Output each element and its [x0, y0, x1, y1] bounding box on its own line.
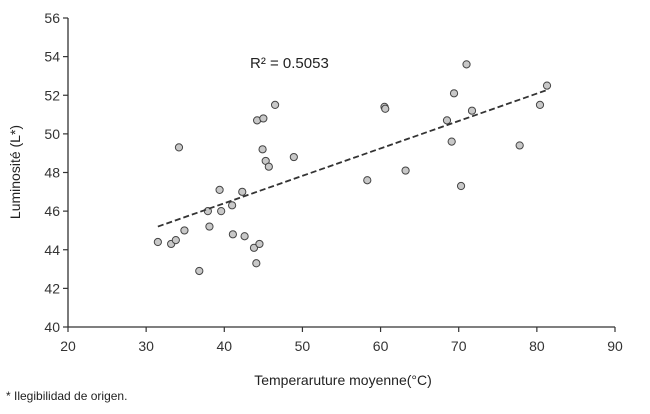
data-point — [228, 201, 237, 210]
data-point — [542, 81, 552, 90]
data-point — [153, 237, 162, 247]
x-tick-label: 90 — [607, 338, 623, 354]
r-squared-annotation: R² = 0.5053 — [250, 55, 329, 72]
data-point — [215, 185, 224, 194]
data-point — [195, 266, 204, 276]
data-point — [252, 259, 261, 268]
data-point — [174, 143, 184, 152]
x-tick-label: 40 — [216, 338, 232, 354]
data-point — [264, 162, 273, 171]
y-axis-ticks: 40 42 44 46 48 50 52 54 56 — [44, 10, 68, 335]
data-point — [228, 230, 237, 239]
data-point — [363, 176, 372, 185]
data-point — [259, 114, 268, 123]
data-point — [289, 152, 298, 162]
data-point — [381, 104, 390, 113]
data-point — [462, 60, 471, 69]
data-point — [401, 166, 410, 175]
data-point — [467, 106, 477, 115]
y-tick-label: 44 — [44, 242, 60, 258]
scatter-chart: 40 42 44 46 48 50 52 54 56 20 30 40 50 60 70 80 90 R² =… — [7, 10, 623, 388]
data-point — [171, 235, 180, 245]
data-point — [205, 222, 214, 231]
data-points — [153, 60, 552, 276]
x-tick-label: 70 — [451, 338, 467, 354]
data-point — [240, 232, 249, 241]
data-point — [535, 100, 545, 110]
x-axis-ticks: 20 30 40 50 60 70 80 90 — [60, 327, 623, 354]
data-point — [217, 207, 226, 216]
data-point — [249, 243, 259, 252]
data-point — [449, 89, 459, 98]
x-tick-label: 30 — [138, 338, 154, 354]
trendline — [157, 88, 549, 228]
data-point — [238, 187, 247, 196]
x-tick-label: 20 — [60, 338, 76, 354]
data-point — [180, 226, 189, 235]
y-tick-label: 42 — [44, 280, 60, 296]
data-point — [258, 145, 267, 154]
x-tick-label: 60 — [373, 338, 389, 354]
y-tick-label: 40 — [44, 319, 60, 335]
y-tick-label: 52 — [44, 87, 60, 103]
x-tick-label: 80 — [529, 338, 545, 354]
y-tick-label: 48 — [44, 165, 60, 181]
data-point — [255, 239, 264, 249]
y-tick-label: 50 — [44, 126, 60, 142]
data-point — [270, 100, 280, 110]
data-point — [447, 137, 456, 146]
data-point — [515, 141, 524, 150]
footnote: * Ilegibilidad de origen. — [6, 389, 128, 403]
data-point — [456, 181, 466, 191]
y-axis-title: Luminosité (L*) — [7, 125, 23, 219]
data-point — [442, 116, 452, 125]
y-tick-label: 46 — [44, 203, 60, 219]
y-tick-label: 54 — [44, 49, 60, 65]
x-tick-label: 50 — [295, 338, 311, 354]
y-tick-label: 56 — [44, 10, 60, 26]
x-axis-title: Temperaruture moyenne(°C) — [254, 372, 432, 388]
